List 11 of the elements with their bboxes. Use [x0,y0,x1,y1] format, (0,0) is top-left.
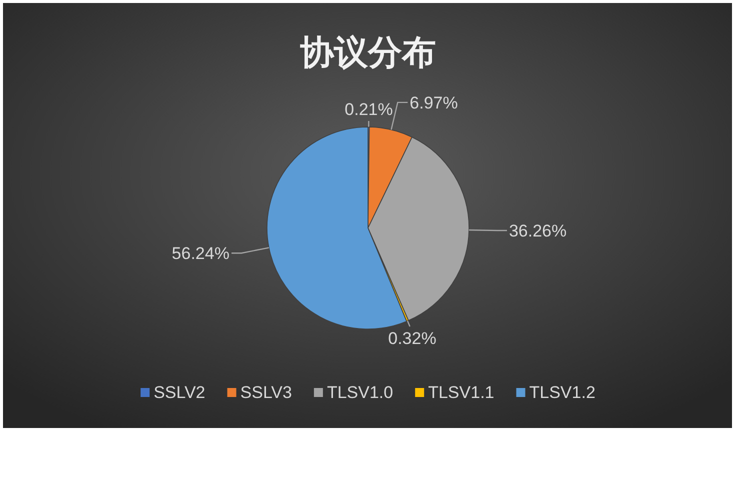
data-label: 0.32% [388,328,436,348]
legend-label: SSLV2 [154,383,206,402]
chart-title: 协议分布 [300,34,436,72]
data-label: 0.21% [344,100,393,119]
data-label: 56.24% [172,244,230,264]
legend-label: TLSV1.0 [326,383,394,402]
data-label: 6.97% [410,93,458,112]
legend-label: SSLV3 [240,383,292,402]
legend-label: TLSV1.1 [428,383,494,402]
legend-label: TLSV1.2 [529,383,596,402]
data-label: 36.26% [508,222,567,241]
